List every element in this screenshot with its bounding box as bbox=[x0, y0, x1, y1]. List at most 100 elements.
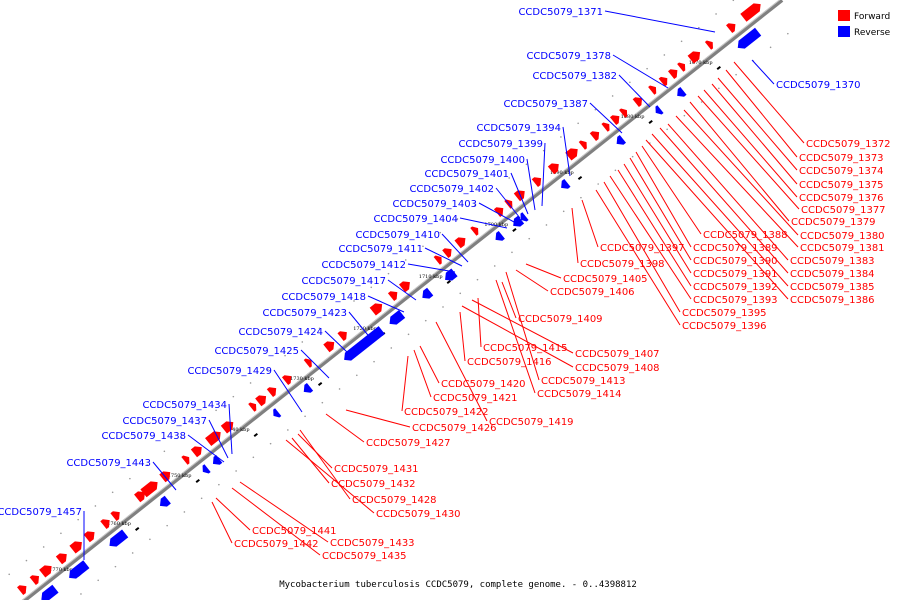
reverse-leader-line bbox=[541, 142, 546, 207]
reverse-leader-line bbox=[589, 102, 623, 134]
scale-dot bbox=[390, 347, 393, 349]
forward-leader-line bbox=[571, 207, 579, 264]
forward-gene-label: CCDC5079_1374 bbox=[799, 166, 884, 177]
reverse-leader-line bbox=[510, 172, 529, 215]
forward-gene-arrow bbox=[100, 519, 110, 530]
scale-dot bbox=[473, 204, 476, 207]
scale-dot bbox=[422, 245, 424, 248]
forward-leader-line bbox=[617, 169, 692, 287]
reverse-gene-label: CCDC5079_1394 bbox=[476, 123, 561, 134]
reverse-gene-label: CCDC5079_1412 bbox=[321, 260, 406, 271]
forward-gene-arrow bbox=[578, 140, 587, 150]
scale-dot bbox=[646, 67, 648, 70]
forward-gene-arrow bbox=[69, 541, 82, 554]
scale-dot bbox=[42, 546, 45, 548]
reverse-gene-label: CCDC5079_1434 bbox=[142, 400, 227, 411]
scale-dot bbox=[542, 149, 545, 152]
scale-dot bbox=[235, 470, 237, 472]
forward-gene-label: CCDC5079_1427 bbox=[366, 438, 451, 449]
scale-dot bbox=[404, 259, 407, 261]
forward-gene-label: CCDC5079_1398 bbox=[580, 259, 665, 270]
forward-gene-label: CCDC5079_1386 bbox=[790, 295, 875, 306]
reverse-gene-label: CCDC5079_1423 bbox=[262, 308, 347, 319]
scale-dot bbox=[284, 354, 286, 357]
forward-gene-label: CCDC5079_1389 bbox=[693, 243, 778, 254]
scale-dot bbox=[114, 565, 117, 568]
reverse-gene-label: CCDC5079_1424 bbox=[238, 327, 323, 338]
scale-dot bbox=[577, 122, 579, 125]
reverse-gene-label: CCDC5079_1403 bbox=[392, 199, 477, 210]
forward-gene-arrow bbox=[17, 585, 27, 596]
forward-gene-arrow bbox=[632, 97, 643, 108]
forward-gene-label: CCDC5079_1430 bbox=[376, 509, 461, 520]
reverse-gene-arrow bbox=[520, 212, 529, 222]
legend-forward-label: Forward bbox=[854, 12, 890, 22]
forward-gene-arrow bbox=[470, 226, 479, 236]
tick-label: 1720 kbp bbox=[353, 326, 377, 332]
reverse-gene-arrow bbox=[389, 309, 406, 325]
forward-leader-line bbox=[505, 271, 540, 381]
tick-mark bbox=[253, 432, 258, 437]
scale-dot bbox=[338, 388, 341, 390]
reverse-leader-line bbox=[526, 158, 536, 211]
tick-mark bbox=[135, 526, 140, 531]
forward-gene-arrow bbox=[547, 163, 559, 175]
scale-dot bbox=[629, 81, 631, 84]
scale-dot bbox=[614, 169, 617, 172]
scale-dot bbox=[631, 155, 634, 158]
forward-gene-label: CCDC5079_1442 bbox=[234, 539, 319, 550]
forward-gene-label: CCDC5079_1415 bbox=[483, 343, 568, 354]
forward-gene-label: CCDC5079_1433 bbox=[330, 538, 415, 549]
forward-gene-label: CCDC5079_1377 bbox=[801, 205, 886, 216]
forward-gene-label: CCDC5079_1422 bbox=[404, 407, 489, 418]
forward-leader-line bbox=[629, 157, 692, 261]
forward-leader-line bbox=[285, 439, 375, 514]
forward-gene-arrow bbox=[648, 85, 657, 95]
reverse-leader-line bbox=[441, 233, 469, 263]
forward-gene-arrow bbox=[281, 375, 292, 386]
scale-dot bbox=[321, 401, 324, 404]
reverse-gene-label: CCDC5079_1400 bbox=[440, 155, 525, 166]
forward-leader-line bbox=[651, 133, 789, 287]
reverse-leader-line bbox=[604, 10, 716, 33]
scale-dot bbox=[301, 341, 304, 343]
reverse-leader-line bbox=[751, 59, 775, 85]
forward-gene-arrow bbox=[248, 402, 257, 412]
forward-gene-arrow bbox=[601, 122, 610, 132]
reverse-gene-arrow bbox=[303, 382, 314, 393]
forward-leader-line bbox=[635, 151, 692, 248]
forward-gene-label: CCDC5079_1395 bbox=[682, 308, 767, 319]
scale-dot bbox=[700, 101, 703, 103]
scale-dot bbox=[407, 333, 410, 336]
scale-dot bbox=[562, 210, 565, 213]
reverse-gene-arrow bbox=[69, 560, 90, 579]
gene-labels: CCDC5079_1371 CCDC5079_1378 CCDC5079_1382 C… bbox=[0, 7, 891, 562]
scale-dot bbox=[594, 108, 597, 111]
forward-leader-line bbox=[401, 355, 409, 412]
forward-gene-label: CCDC5079_1380 bbox=[800, 231, 885, 242]
forward-gene-arrow bbox=[565, 148, 578, 161]
scale-dot bbox=[545, 224, 548, 226]
tick-mark bbox=[648, 119, 653, 124]
forward-leader-line bbox=[667, 123, 789, 261]
reverse-gene-arrow bbox=[445, 268, 458, 281]
reverse-gene-arrow bbox=[41, 584, 59, 600]
genome-backbone-highlight bbox=[21, 0, 781, 600]
forward-gene-arrow bbox=[687, 51, 701, 64]
reverse-leader-line bbox=[300, 349, 330, 379]
reverse-gene-label: CCDC5079_1438 bbox=[101, 431, 186, 442]
reverse-gene-label: CCDC5079_1371 bbox=[518, 7, 603, 18]
reverse-leader-line bbox=[324, 330, 348, 353]
forward-gene-label: CCDC5079_1421 bbox=[433, 393, 518, 404]
scale-dot bbox=[25, 559, 28, 562]
reverse-leader-line bbox=[208, 419, 229, 459]
forward-leader-line bbox=[345, 409, 411, 428]
scale-dot bbox=[491, 190, 493, 193]
forward-gene-label: CCDC5079_1420 bbox=[441, 379, 526, 390]
scale-dot bbox=[77, 518, 79, 521]
reverse-gene-arrow bbox=[422, 287, 434, 299]
forward-gene-arrow bbox=[181, 455, 190, 465]
reverse-leader-line bbox=[187, 434, 225, 463]
scale-dot bbox=[97, 579, 99, 582]
forward-gene-arrow bbox=[442, 248, 452, 259]
